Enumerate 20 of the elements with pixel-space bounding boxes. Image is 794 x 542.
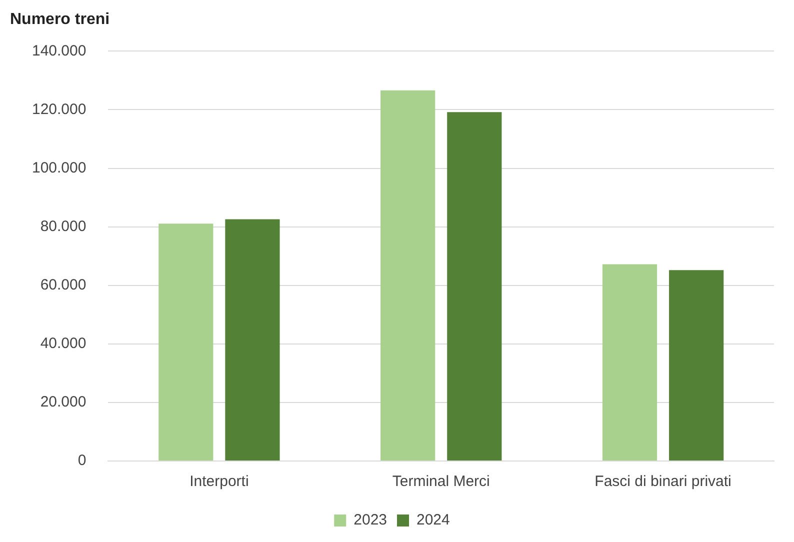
bar: [447, 112, 502, 460]
legend-label: 2023: [354, 512, 388, 529]
bar: [225, 219, 280, 460]
y-tick-label: 40.000: [40, 335, 86, 352]
y-tick-label: 100.000: [32, 159, 86, 176]
bar: [158, 224, 214, 460]
y-tick-label: 0: [78, 452, 86, 470]
bar: [380, 90, 436, 460]
y-tick-label: 140.000: [32, 42, 86, 60]
bar: [602, 264, 658, 460]
x-tick-label: Fasci di binari privati: [594, 473, 732, 490]
y-tick-label: 120.000: [32, 100, 86, 118]
y-tick-label: 80.000: [40, 218, 86, 235]
y-tick-label: 20.000: [40, 394, 86, 411]
x-tick-label: Interporti: [190, 473, 249, 490]
y-tick-label: 60.000: [40, 276, 86, 294]
chart-title: Numero treni: [10, 11, 110, 28]
x-tick-label: Terminal Merci: [392, 473, 490, 490]
legend-label: 2024: [416, 512, 450, 529]
bar: [669, 270, 724, 460]
